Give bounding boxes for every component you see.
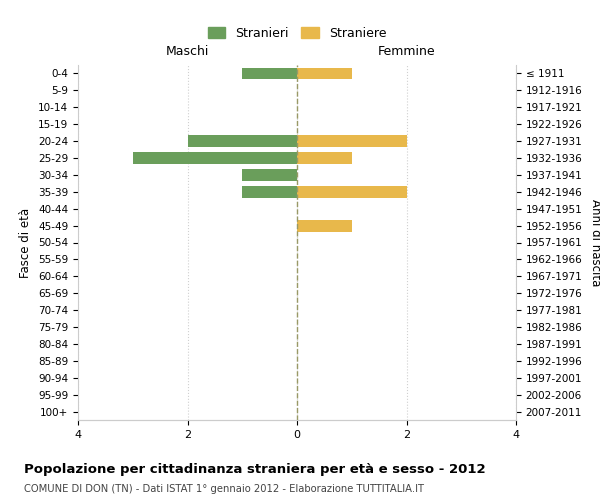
- Bar: [297, 186, 407, 198]
- Bar: [242, 169, 297, 181]
- Text: Femmine: Femmine: [377, 45, 436, 58]
- Legend: Stranieri, Straniere: Stranieri, Straniere: [203, 22, 391, 44]
- Bar: [187, 135, 297, 147]
- Bar: [297, 152, 352, 164]
- Bar: [297, 68, 352, 80]
- Text: Popolazione per cittadinanza straniera per età e sesso - 2012: Popolazione per cittadinanza straniera p…: [24, 462, 485, 475]
- Bar: [297, 220, 352, 232]
- Text: COMUNE DI DON (TN) - Dati ISTAT 1° gennaio 2012 - Elaborazione TUTTITALIA.IT: COMUNE DI DON (TN) - Dati ISTAT 1° genna…: [24, 484, 424, 494]
- Bar: [242, 186, 297, 198]
- Bar: [133, 152, 297, 164]
- Y-axis label: Anni di nascita: Anni di nascita: [589, 199, 600, 286]
- Y-axis label: Fasce di età: Fasce di età: [19, 208, 32, 278]
- Bar: [297, 135, 407, 147]
- Text: Maschi: Maschi: [166, 45, 209, 58]
- Bar: [242, 68, 297, 80]
